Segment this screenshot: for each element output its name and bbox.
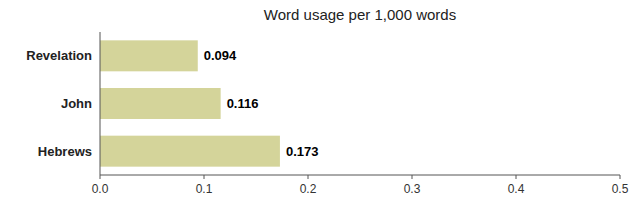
bar (100, 136, 280, 167)
x-tick-label: 0.3 (404, 182, 421, 196)
x-axis: 0.0 0.1 0.2 0.3 0.4 0.5 (92, 175, 629, 196)
y-axis-line (100, 32, 101, 175)
y-tick-label: Hebrews (38, 144, 92, 159)
y-tick-label: Revelation (26, 48, 92, 63)
data-labels: 0.173 0.116 0.094 (204, 48, 319, 158)
x-tick (412, 175, 413, 179)
y-axis: Hebrews John Revelation (26, 48, 92, 158)
x-axis-line (100, 175, 620, 176)
x-tick (516, 175, 517, 179)
x-tick-label: 0.2 (300, 182, 317, 196)
x-tick-label: 0.1 (196, 182, 213, 196)
x-tick-label: 0.5 (612, 182, 629, 196)
x-tick (204, 175, 205, 179)
chart-title: Word usage per 1,000 words (264, 6, 456, 23)
bars (100, 40, 280, 166)
x-tick (308, 175, 309, 179)
y-tick-label: John (61, 96, 92, 111)
x-tick-label: 0.4 (508, 182, 525, 196)
data-label: 0.116 (227, 96, 259, 111)
chart-container: Word usage per 1,000 words0.00.10.20.30.… (0, 0, 644, 209)
data-label: 0.173 (286, 144, 319, 159)
x-tick-label: 0.0 (92, 182, 109, 196)
bar (100, 88, 221, 119)
data-label: 0.094 (204, 48, 237, 63)
chart-svg: Word usage per 1,000 words0.00.10.20.30.… (0, 0, 644, 209)
x-tick (100, 175, 101, 179)
x-tick (620, 175, 621, 179)
bar (100, 40, 198, 71)
